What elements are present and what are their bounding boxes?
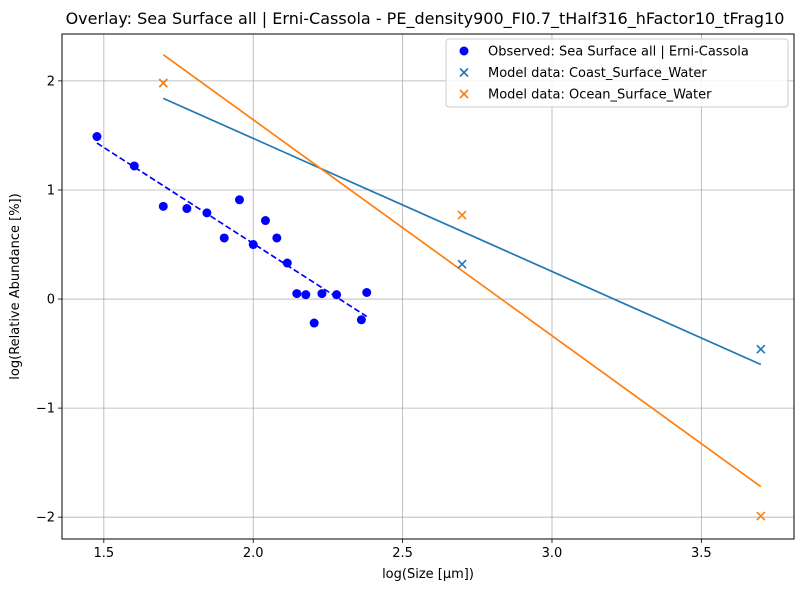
y-axis-label: log(Relative Abundance [%])	[8, 193, 23, 379]
observed-point	[301, 290, 311, 300]
axes-frame	[61, 33, 795, 540]
legend-entry: Observed: Sea Surface all | Erni-Cassola	[488, 45, 749, 60]
observed-point	[260, 216, 270, 226]
observed-point	[234, 195, 244, 205]
x-tick-label: 2.0	[243, 546, 264, 561]
legend: Observed: Sea Surface all | Erni-Cassola…	[445, 38, 789, 108]
observed-point	[92, 132, 102, 142]
observed-point	[292, 289, 302, 299]
legend-entry: Model data: Coast_Surface_Water	[488, 66, 707, 81]
observed-point	[158, 201, 168, 211]
observed-point	[362, 287, 372, 297]
legend-marker	[459, 67, 469, 78]
observed-point	[272, 233, 282, 243]
y-tick-label: 1	[47, 183, 55, 198]
observed-point	[202, 208, 212, 218]
x-tick-label: 3.5	[691, 546, 712, 561]
chart-title: Overlay: Sea Surface all | Erni-Cassola …	[66, 9, 785, 29]
model-point	[756, 344, 766, 354]
y-tick-label: −1	[36, 402, 55, 417]
x-axis-label: log(Size [µm])	[382, 567, 474, 582]
model-point	[756, 511, 766, 521]
model-point	[457, 259, 467, 269]
ticks: 1.5 2.0 2.5 3.0 3.5 −2 −1 0 1 2	[36, 74, 712, 561]
legend-frame	[445, 38, 789, 108]
y-tick-label: 0	[47, 293, 55, 308]
observed-point	[309, 318, 319, 328]
observed-point	[282, 258, 292, 268]
observed-point	[248, 240, 258, 250]
observed-point	[182, 204, 192, 214]
legend-entry: Model data: Ocean_Surface_Water	[488, 88, 712, 103]
model-point	[158, 78, 168, 88]
observed-point	[219, 233, 229, 243]
x-tick-label: 2.5	[392, 546, 413, 561]
fit-line	[162, 97, 762, 366]
x-tick-label: 3.0	[542, 546, 563, 561]
fit-line	[162, 54, 762, 488]
plot-area	[92, 54, 766, 521]
observed-point	[332, 290, 342, 300]
observed-point	[356, 315, 366, 325]
legend-marker	[459, 46, 469, 56]
x-tick-label: 1.5	[93, 546, 114, 561]
model-point	[457, 210, 467, 220]
y-tick-label: 2	[47, 74, 55, 89]
legend-marker	[459, 89, 469, 99]
observed-point	[317, 289, 327, 299]
y-tick-label: −2	[36, 511, 55, 526]
observed-point	[129, 161, 139, 171]
